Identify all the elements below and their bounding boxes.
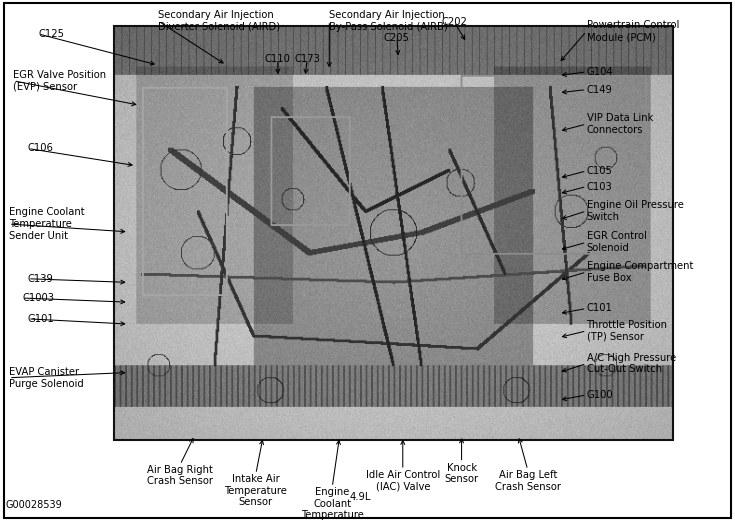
Text: C173: C173 — [294, 54, 320, 64]
Text: C105: C105 — [587, 166, 612, 176]
Text: Engine Compartment
Fuse Box: Engine Compartment Fuse Box — [587, 261, 693, 283]
Text: Air Bag Right
Crash Sensor: Air Bag Right Crash Sensor — [147, 465, 213, 486]
Text: Throttle Position
(TP) Sensor: Throttle Position (TP) Sensor — [587, 320, 667, 342]
Text: Secondary Air Injection
Diverter Solenoid (AIRD): Secondary Air Injection Diverter Solenoi… — [158, 10, 280, 32]
Text: C202: C202 — [441, 17, 467, 27]
Text: C125: C125 — [38, 29, 64, 39]
Text: Engine
Coolant
Temperature
Sensor: Engine Coolant Temperature Sensor — [301, 487, 364, 521]
Text: C205: C205 — [384, 32, 410, 43]
Text: Intake Air
Temperature
Sensor: Intake Air Temperature Sensor — [224, 474, 287, 507]
Text: C139: C139 — [28, 274, 54, 284]
Text: G100: G100 — [587, 390, 613, 400]
Text: Air Bag Left
Crash Sensor: Air Bag Left Crash Sensor — [495, 470, 561, 491]
Text: G104: G104 — [587, 67, 613, 77]
Text: C149: C149 — [587, 84, 612, 95]
Text: C110: C110 — [265, 54, 291, 64]
Text: EGR Valve Position
(EVP) Sensor: EGR Valve Position (EVP) Sensor — [13, 70, 107, 92]
Text: VIP Data Link
Connectors: VIP Data Link Connectors — [587, 113, 653, 135]
Text: C1003: C1003 — [22, 293, 54, 303]
Text: C103: C103 — [587, 181, 612, 192]
Text: G00028539: G00028539 — [6, 500, 62, 510]
Text: Idle Air Control
(IAC) Valve: Idle Air Control (IAC) Valve — [365, 470, 440, 491]
Text: EGR Control
Solenoid: EGR Control Solenoid — [587, 231, 646, 253]
Bar — [114, 26, 673, 440]
Text: EVAP Canister
Purge Solenoid: EVAP Canister Purge Solenoid — [9, 367, 84, 389]
Text: C101: C101 — [587, 303, 612, 314]
Text: Engine Coolant
Temperature
Sender Unit: Engine Coolant Temperature Sender Unit — [9, 207, 85, 241]
Text: C106: C106 — [28, 143, 54, 154]
Text: A/C High Pressure
Cut-Out Switch: A/C High Pressure Cut-Out Switch — [587, 353, 675, 375]
Text: Secondary Air Injection
By-Pass Solenoid (AIRB): Secondary Air Injection By-Pass Solenoid… — [329, 10, 448, 32]
Text: G101: G101 — [28, 314, 54, 324]
Text: Engine Oil Pressure
Switch: Engine Oil Pressure Switch — [587, 200, 684, 222]
Text: Knock
Sensor: Knock Sensor — [445, 463, 478, 484]
Text: Powertrain Control
Module (PCM): Powertrain Control Module (PCM) — [587, 20, 679, 42]
Text: 4.9L: 4.9L — [349, 492, 371, 502]
